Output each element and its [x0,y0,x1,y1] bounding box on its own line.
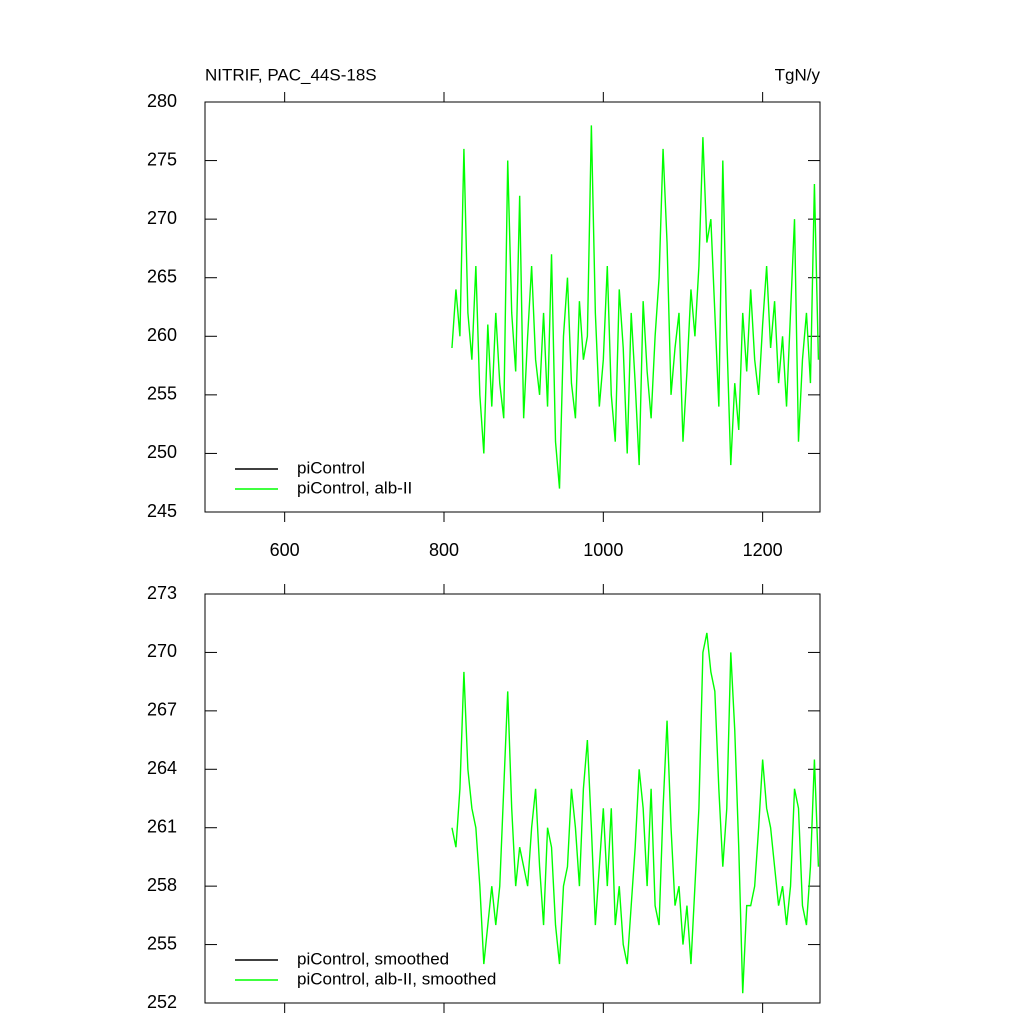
y-tick-label: 273 [147,583,177,603]
y-tick-label: 250 [147,442,177,462]
x-tick-label: 1200 [743,540,783,560]
y-tick-label: 270 [147,641,177,661]
data-line [451,632,820,994]
y-tick-label: 252 [147,992,177,1012]
plot-frame [204,101,821,513]
legend-label: piControl, smoothed [297,949,449,968]
y-tick-label: 267 [147,700,177,720]
y-tick-label: 261 [147,816,177,836]
y-tick-label: 258 [147,875,177,895]
y-tick-label: 245 [147,501,177,521]
data-line [451,125,820,489]
y-tick-label: 280 [147,91,177,111]
y-tick-label: 255 [147,384,177,404]
y-tick-label: 260 [147,325,177,345]
y-tick-label: 265 [147,266,177,286]
chart-title: NITRIF, PAC_44S-18S [205,65,377,84]
x-tick-label: 1000 [583,540,623,560]
legend-label: piControl [297,458,365,477]
y-tick-label: 275 [147,149,177,169]
y-tick-label: 264 [147,758,177,778]
legend-label: piControl, alb-II [297,478,412,497]
x-tick-label: 800 [429,540,459,560]
plot-frame [204,593,821,1004]
legend-label: piControl, alb-II, smoothed [297,969,496,988]
y-tick-label: 255 [147,933,177,953]
y-tick-label: 270 [147,208,177,228]
units-label: TgN/y [775,65,821,84]
x-tick-label: 600 [270,540,300,560]
